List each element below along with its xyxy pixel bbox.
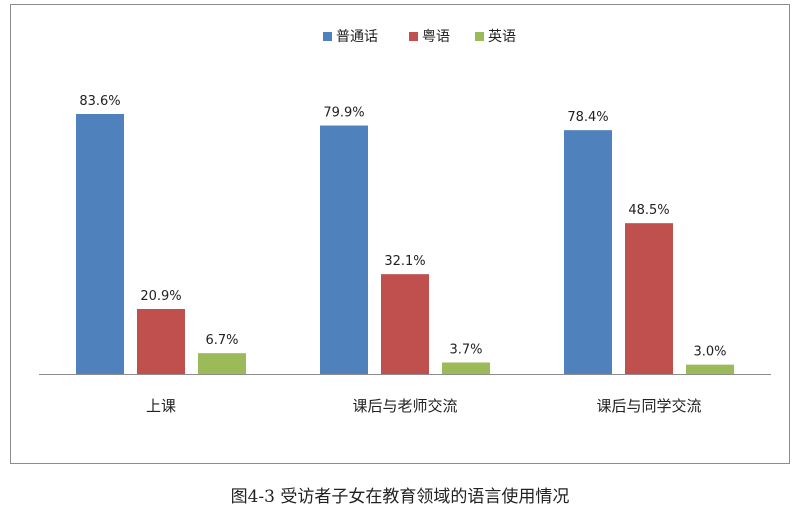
legend-label-2: 粤语 <box>422 29 450 45</box>
bar-chart: 83.6% 79.9% 78.4% 20.9% 32.1% 48.5% 6.7% 3.7% 3.… <box>39 28 771 415</box>
data-label-1-3: 78.4% <box>567 110 608 125</box>
data-label-3-3: 3.0% <box>693 345 726 360</box>
bar-1-3 <box>564 130 612 374</box>
data-label-2-3: 48.5% <box>628 203 669 218</box>
bar-3-3 <box>686 364 734 374</box>
data-label-2-2: 32.1% <box>384 254 425 269</box>
bar-3-2 <box>442 362 490 374</box>
legend-swatch-2 <box>409 32 418 41</box>
bar-2-1 <box>137 309 185 374</box>
bar-1-2 <box>320 125 368 374</box>
x-tick-label-2: 课后与老师交流 <box>352 397 457 415</box>
chart-frame: 83.6% 79.9% 78.4% 20.9% 32.1% 48.5% 6.7% 3.7% 3.… <box>10 4 790 464</box>
figure-caption: 图4-3 受访者子女在教育领域的语言使用情况 <box>230 487 570 507</box>
data-label-1-1: 83.6% <box>79 94 120 109</box>
data-label-3-2: 3.7% <box>449 342 482 357</box>
bar-1-1 <box>76 114 124 374</box>
data-label-3-1: 6.7% <box>205 333 238 348</box>
legend-label-3: 英语 <box>488 28 516 45</box>
data-label-2-1: 20.9% <box>140 289 181 304</box>
legend-label-1: 普通话 <box>336 29 378 45</box>
bar-3-1 <box>198 353 246 374</box>
legend-swatch-1 <box>323 32 332 41</box>
x-tick-label-3: 课后与同学交流 <box>596 397 701 415</box>
bar-2-2 <box>381 274 429 374</box>
x-tick-label-1: 上课 <box>146 397 176 415</box>
bar-2-3 <box>625 223 673 374</box>
data-label-1-2: 79.9% <box>323 106 364 121</box>
legend-swatch-3 <box>475 32 484 41</box>
